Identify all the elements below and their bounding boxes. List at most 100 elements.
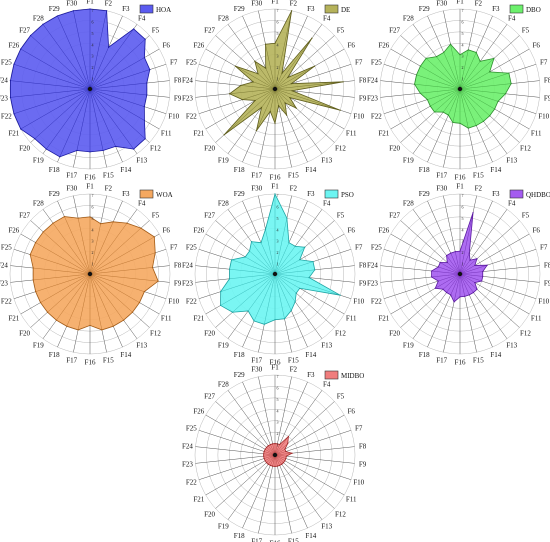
data-point xyxy=(219,304,222,307)
category-label: F18 xyxy=(49,166,60,174)
category-label: F7 xyxy=(355,424,363,432)
series-spoke xyxy=(64,216,91,275)
category-label: F12 xyxy=(335,144,346,152)
data-point xyxy=(285,450,287,453)
category-label: F18 xyxy=(234,166,245,174)
data-point xyxy=(32,267,34,269)
data-point xyxy=(508,72,510,74)
data-point xyxy=(291,90,293,92)
series-spoke xyxy=(274,83,292,90)
category-label: F13 xyxy=(136,342,147,350)
series-spoke xyxy=(420,88,461,94)
series-spoke xyxy=(89,88,146,139)
data-point xyxy=(430,270,433,272)
series-spoke xyxy=(274,273,292,311)
category-label: F24 xyxy=(367,76,378,84)
data-point xyxy=(72,10,74,12)
category-label: F10 xyxy=(538,113,549,121)
series-spoke xyxy=(34,88,91,139)
radial-tick-label: 5 xyxy=(92,31,94,36)
category-label: F19 xyxy=(33,157,44,165)
data-point xyxy=(102,149,104,152)
series-spoke xyxy=(59,88,91,157)
series-spoke xyxy=(223,88,276,136)
category-label: F7 xyxy=(540,243,548,251)
data-point xyxy=(481,280,483,282)
category-label: F30 xyxy=(251,365,262,373)
category-label: F9 xyxy=(359,461,367,469)
series-spoke xyxy=(274,273,300,289)
category-label: F28 xyxy=(218,14,229,22)
legend-swatch xyxy=(324,370,339,380)
data-point xyxy=(272,465,274,467)
legend-label: QHDBO xyxy=(526,191,550,199)
data-point xyxy=(453,301,455,303)
category-label: F10 xyxy=(168,298,179,306)
axis-spoke xyxy=(205,454,276,496)
series-spoke xyxy=(438,266,461,275)
category-label: F19 xyxy=(218,523,229,531)
series-spoke xyxy=(274,73,283,90)
data-point xyxy=(63,215,66,218)
category-label: F3 xyxy=(307,5,315,13)
data-point xyxy=(482,271,484,273)
category-label: F15 xyxy=(473,357,484,365)
data-point xyxy=(240,84,242,87)
category-label: F11 xyxy=(346,130,357,138)
series-spoke xyxy=(10,88,91,98)
category-label: F29 xyxy=(234,371,245,379)
data-point xyxy=(415,74,418,76)
category-label: F15 xyxy=(103,357,114,365)
series-spoke xyxy=(56,273,91,321)
data-point xyxy=(469,259,471,261)
data-point xyxy=(9,80,12,82)
legend-swatch xyxy=(509,189,524,199)
radial-tick-label: 2 xyxy=(462,65,464,70)
data-point xyxy=(419,65,422,67)
data-point xyxy=(285,455,287,457)
category-label: F22 xyxy=(186,479,197,487)
series-spoke xyxy=(420,65,461,90)
category-label: F21 xyxy=(193,315,204,323)
series-spoke xyxy=(89,273,124,321)
series-spoke xyxy=(89,273,145,292)
data-point xyxy=(290,83,292,85)
data-point xyxy=(452,121,454,124)
axis-spoke xyxy=(274,454,323,520)
data-point xyxy=(450,294,452,296)
category-label: F9 xyxy=(544,280,550,288)
category-label: F20 xyxy=(204,144,215,152)
category-label: F13 xyxy=(321,157,332,165)
category-label: F9 xyxy=(174,280,182,288)
radial-tick-label: 5 xyxy=(277,397,279,402)
data-point xyxy=(269,110,271,112)
category-label: F15 xyxy=(288,172,299,180)
radial-tick-label: 1 xyxy=(92,262,94,267)
data-point xyxy=(294,301,296,303)
data-point xyxy=(146,82,148,84)
category-label: F13 xyxy=(321,523,332,531)
data-point xyxy=(304,246,306,248)
category-label: F23 xyxy=(182,95,193,103)
category-label: F27 xyxy=(204,393,215,401)
series-spoke xyxy=(235,65,276,90)
category-label: F28 xyxy=(33,199,44,207)
data-point xyxy=(143,119,146,122)
series-spoke xyxy=(232,273,276,313)
series-spoke xyxy=(77,218,91,275)
category-label: F22 xyxy=(186,113,197,121)
data-point xyxy=(449,43,452,45)
series-spoke xyxy=(274,242,290,275)
series-spoke xyxy=(274,218,288,275)
series-spoke xyxy=(459,273,470,295)
series-spoke xyxy=(255,88,276,101)
radial-tick-label: 2 xyxy=(92,65,94,70)
series-spoke xyxy=(446,273,461,293)
series-spoke xyxy=(450,44,461,90)
data-point xyxy=(257,73,259,75)
series-spoke xyxy=(448,88,461,116)
category-label: F20 xyxy=(204,329,215,337)
data-point xyxy=(138,301,141,304)
data-point xyxy=(13,113,15,115)
series-spoke xyxy=(431,270,461,275)
